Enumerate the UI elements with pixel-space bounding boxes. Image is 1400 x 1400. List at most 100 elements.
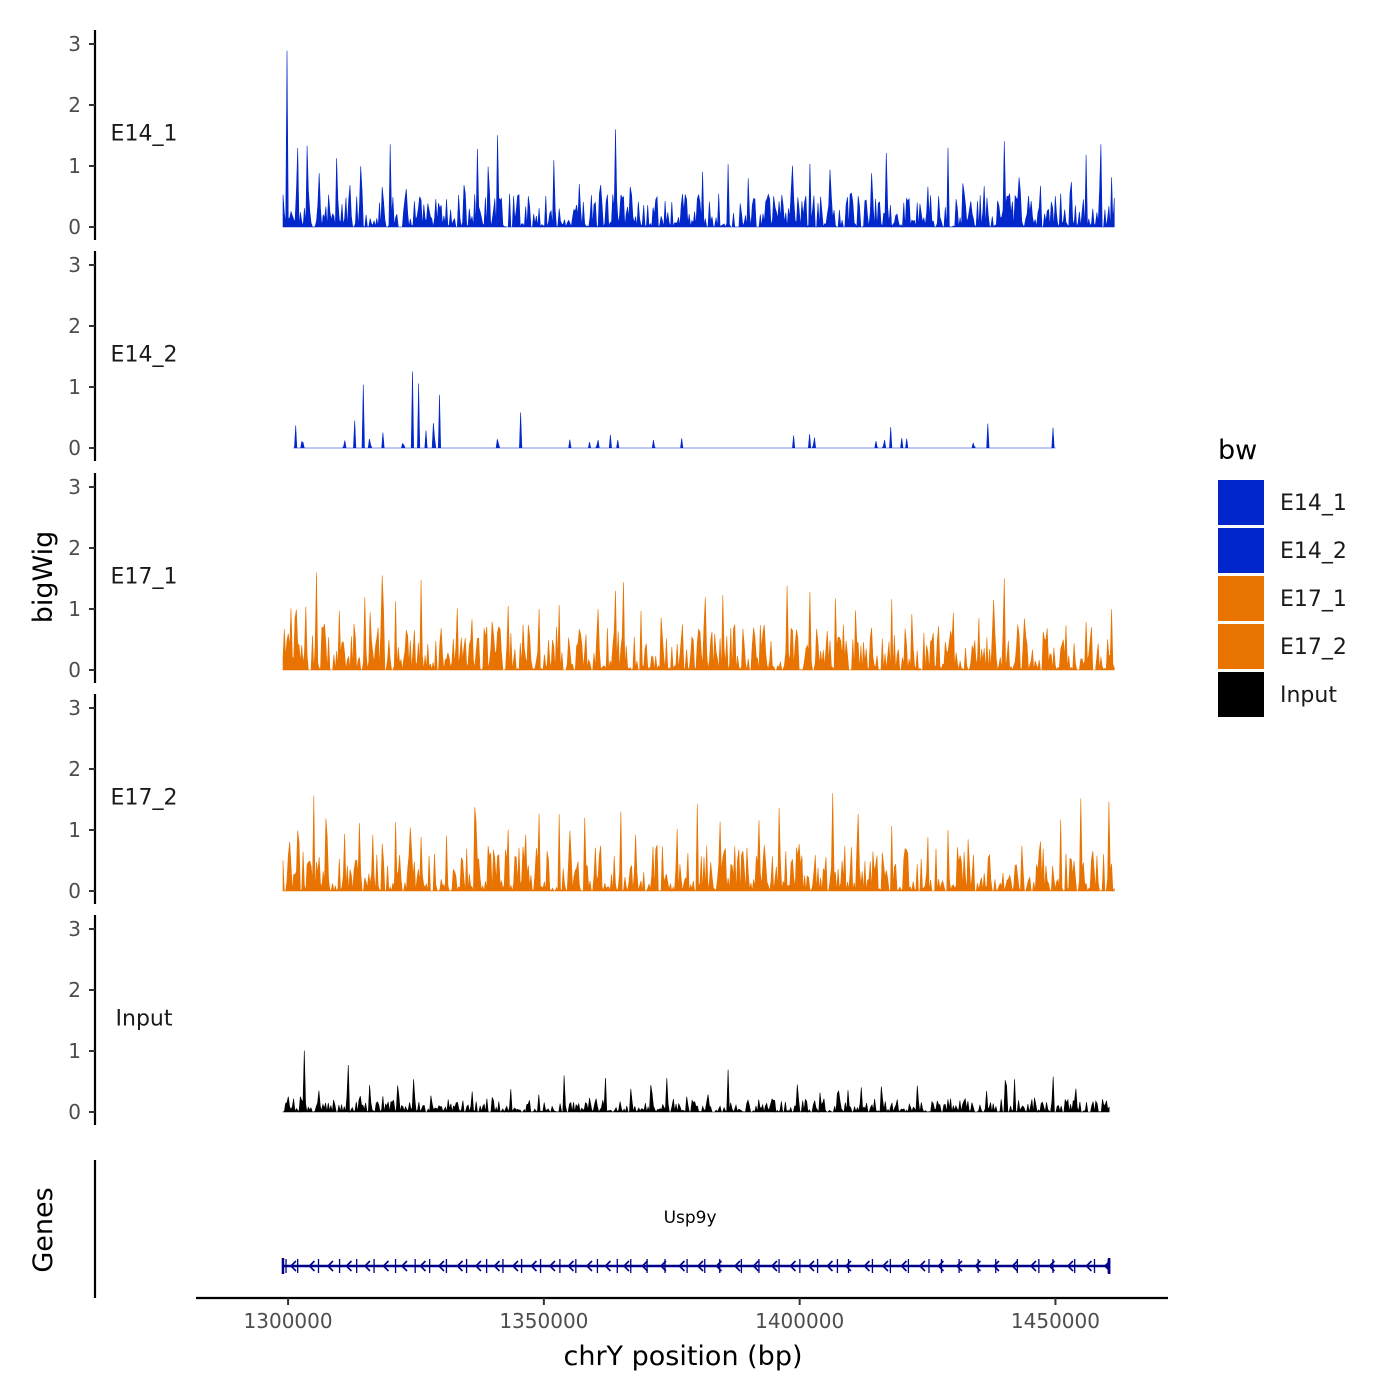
strand-arrow-icon xyxy=(604,1260,612,1272)
strand-arrow-icon xyxy=(807,1260,815,1272)
legend-swatch xyxy=(1218,576,1264,621)
strand-arrow-icon xyxy=(1048,1260,1056,1272)
signal-area-input xyxy=(282,1050,1110,1114)
x-tick-label: 1300000 xyxy=(244,1309,333,1333)
track-label: E17_1 xyxy=(111,564,178,589)
y-tick-label: 1 xyxy=(68,375,81,399)
track-e14-1: 0 1 2 3 E14_1 xyxy=(68,30,1115,240)
strand-arrow-icon xyxy=(733,1260,741,1272)
x-axis: 1300000 1350000 1400000 1450000 xyxy=(196,1296,1168,1333)
strand-arrow-icon xyxy=(974,1260,982,1272)
signal-area-e14-2 xyxy=(293,371,1056,449)
strand-arrow-icon xyxy=(715,1260,723,1272)
strand-arrow-icon xyxy=(1085,1260,1093,1272)
strand-arrow-icon xyxy=(363,1260,371,1272)
strand-arrow-icon xyxy=(382,1260,390,1272)
y-tick-label: 1 xyxy=(68,597,81,621)
y-tick-label: 0 xyxy=(68,658,81,682)
strand-arrow-icon xyxy=(1011,1260,1019,1272)
gene-usp9y: Usp9y xyxy=(281,1208,1111,1274)
y-tick-label: 3 xyxy=(68,253,81,277)
y-tick-label: 1 xyxy=(68,1039,81,1063)
strand-arrow-icon xyxy=(622,1260,630,1272)
track-e17-2: 0 1 2 3 E17_2 xyxy=(68,694,1115,904)
track-label: Input xyxy=(116,1006,173,1031)
strand-arrow-icon xyxy=(918,1260,926,1272)
gene-label: Usp9y xyxy=(664,1208,717,1228)
strand-arrow-icon xyxy=(493,1260,501,1272)
strand-arrow-icon xyxy=(789,1260,797,1272)
strand-arrow-icon xyxy=(345,1260,353,1272)
strand-arrow-icon xyxy=(641,1260,649,1272)
y-tick-label: 0 xyxy=(68,215,81,239)
y-tick-label: 2 xyxy=(68,536,81,560)
legend: bw E14_1 E14_2 E17_1 E17_2 Input xyxy=(1218,435,1347,717)
legend-swatch xyxy=(1218,624,1264,669)
genes-axis-title: Genes xyxy=(28,1187,59,1272)
strand-arrow-icon xyxy=(585,1260,593,1272)
legend-swatch xyxy=(1218,480,1264,525)
strand-arrow-icon xyxy=(474,1260,482,1272)
strand-arrow-icon xyxy=(955,1260,963,1272)
y-tick-label: 1 xyxy=(68,154,81,178)
track-label: E17_2 xyxy=(111,785,178,810)
strand-arrow-icon xyxy=(937,1260,945,1272)
legend-label: E17_2 xyxy=(1280,635,1347,660)
y-tick-label: 3 xyxy=(68,475,81,499)
legend-label: Input xyxy=(1280,683,1337,708)
x-tick-label: 1450000 xyxy=(1011,1309,1100,1333)
track-label: E14_1 xyxy=(111,121,178,146)
track-e14-2: 0 1 2 3 E14_2 xyxy=(68,251,1056,461)
y-tick-label: 0 xyxy=(68,879,81,903)
strand-arrow-icon xyxy=(308,1260,316,1272)
legend-entry-input: Input xyxy=(1218,672,1337,717)
x-axis-title: chrY position (bp) xyxy=(563,1341,802,1372)
strand-arrow-icon xyxy=(844,1260,852,1272)
legend-entry-e14-2: E14_2 xyxy=(1218,528,1347,573)
strand-arrow-icon xyxy=(826,1260,834,1272)
x-tick-label: 1400000 xyxy=(755,1309,844,1333)
y-tick-label: 2 xyxy=(68,757,81,781)
strand-arrow-icon xyxy=(1029,1260,1037,1272)
legend-swatch xyxy=(1218,528,1264,573)
y-tick-label: 3 xyxy=(68,32,81,56)
strand-arrow-icon xyxy=(456,1260,464,1272)
signal-area-e17-1 xyxy=(282,572,1115,672)
y-tick-label: 1 xyxy=(68,818,81,842)
legend-swatch xyxy=(1218,672,1264,717)
legend-entry-e17-1: E17_1 xyxy=(1218,576,1347,621)
strand-arrow-icon xyxy=(770,1260,778,1272)
strand-arrow-icon xyxy=(1066,1260,1074,1272)
legend-label: E17_1 xyxy=(1280,587,1347,612)
tracks: 0 1 2 3 E14_1 0 1 2 3 E14_2 0 1 2 3 E17_1 0 1 2 3 E17_2 0 1 2 3… xyxy=(68,30,1115,1125)
y-tick-label: 2 xyxy=(68,978,81,1002)
strand-arrow-icon xyxy=(863,1260,871,1272)
x-tick-label: 1350000 xyxy=(499,1309,588,1333)
strand-arrow-icon xyxy=(419,1260,427,1272)
strand-arrow-icon xyxy=(400,1260,408,1272)
strand-arrow-icon xyxy=(326,1260,334,1272)
y-tick-label: 0 xyxy=(68,436,81,460)
legend-label: E14_1 xyxy=(1280,491,1347,516)
genes-track: Usp9y xyxy=(93,1160,1111,1298)
legend-title: bw xyxy=(1218,435,1257,466)
strand-arrow-icon xyxy=(752,1260,760,1272)
y-axis-title: bigWig xyxy=(28,531,59,624)
y-tick-label: 2 xyxy=(68,93,81,117)
y-tick-label: 3 xyxy=(68,917,81,941)
legend-entry-e14-1: E14_1 xyxy=(1218,480,1347,525)
strand-arrow-icon xyxy=(567,1260,575,1272)
signal-area-e14-1 xyxy=(282,50,1115,229)
strand-arrow-icon xyxy=(992,1260,1000,1272)
signal-area-e17-2 xyxy=(282,793,1115,893)
y-tick-label: 3 xyxy=(68,696,81,720)
strand-arrow-icon xyxy=(900,1260,908,1272)
strand-arrow-icon xyxy=(437,1260,445,1272)
strand-arrow-icon xyxy=(696,1260,704,1272)
track-label: E14_2 xyxy=(111,342,178,367)
strand-arrow-icon xyxy=(659,1260,667,1272)
strand-arrow-icon xyxy=(881,1260,889,1272)
strand-arrow-icon xyxy=(511,1260,519,1272)
strand-arrow-icon xyxy=(678,1260,686,1272)
